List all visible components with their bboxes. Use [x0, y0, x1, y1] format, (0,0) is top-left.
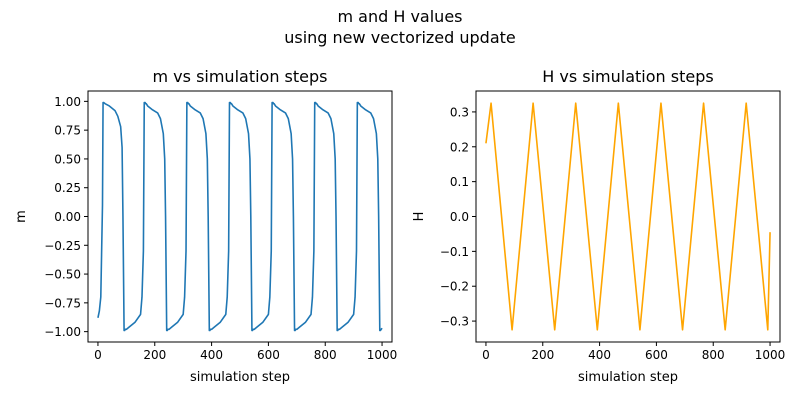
- chart-1-xtick-label: 1000: [367, 348, 398, 362]
- chart-2-xtick-label: 1000: [755, 348, 786, 362]
- chart-2-ytick-label: 0.3: [450, 105, 469, 119]
- chart-2-series-line-1: [485, 102, 771, 331]
- chart-2-axes-frame: [475, 90, 781, 343]
- chart-2-xtick-label: 200: [531, 348, 554, 362]
- chart-2-xtick-label: 0: [482, 348, 490, 362]
- chart-1-ytick-label: 0.50: [54, 152, 81, 166]
- chart-2-xtick-label: 800: [702, 348, 725, 362]
- chart-1-ytick-label: 0.75: [54, 124, 81, 138]
- chart-1-ylabel: m: [14, 210, 29, 223]
- chart-2: 0 200 400 600 800 1000 −0.3 −0.2 −0.1 0.0 0.1 0.2 0.…: [412, 67, 785, 385]
- chart-2-xtick-label: 400: [588, 348, 611, 362]
- chart-2-title: H vs simulation steps: [542, 67, 713, 86]
- chart-2-xtick-label: 600: [645, 348, 668, 362]
- suptitle-line-2: using new vectorized update: [284, 28, 516, 47]
- chart-1-xtick-label: 600: [257, 348, 280, 362]
- chart-1-xtick-label: 800: [314, 348, 337, 362]
- chart-1-xlabel: simulation step: [190, 370, 290, 385]
- chart-1-ytick-label: −0.25: [44, 239, 81, 253]
- chart-2-ylabel: H: [412, 212, 427, 222]
- chart-2-xlabel: simulation step: [578, 370, 678, 385]
- chart-1-title: m vs simulation steps: [153, 67, 328, 86]
- chart-1-ytick-label: 0.25: [54, 181, 81, 195]
- chart-1-series-line-1: [97, 101, 383, 332]
- chart-1-xtick-label: 0: [94, 348, 102, 362]
- chart-1-ytick-label: 1.00: [54, 95, 81, 109]
- figure-suptitle: m and H values using new vectorized upda…: [0, 6, 800, 48]
- chart-1: 0 200 400 600 800 1000 −1.00 −0.75 −0.50 −0.25 0.0…: [14, 67, 397, 385]
- suptitle-line-1: m and H values: [337, 7, 463, 26]
- chart-1-ytick-label: −1.00: [44, 325, 81, 339]
- chart-2-ytick-label: 0.2: [450, 140, 469, 154]
- chart-1-ytick-label: −0.50: [44, 268, 81, 282]
- chart-2-ytick-label: 0.1: [450, 175, 469, 189]
- chart-1-ytick-label: −0.75: [44, 296, 81, 310]
- chart-1-xtick-label: 200: [143, 348, 166, 362]
- chart-2-ytick-label: 0.0: [450, 210, 469, 224]
- chart-2-ytick-label: −0.3: [440, 315, 469, 329]
- chart-1-ytick-label: 0.00: [54, 210, 81, 224]
- chart-2-ytick-label: −0.2: [440, 280, 469, 294]
- chart-2-ytick-label: −0.1: [440, 245, 469, 259]
- chart-1-xtick-label: 400: [200, 348, 223, 362]
- chart-1-axes-frame: [87, 90, 393, 343]
